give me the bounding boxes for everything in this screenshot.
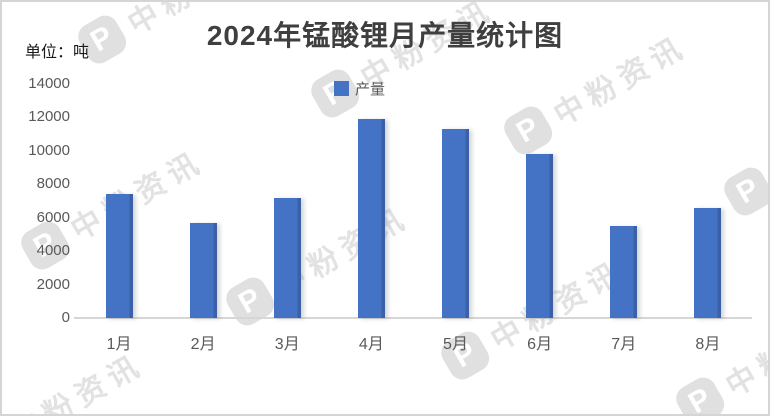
bar-3月	[273, 197, 301, 318]
chart-title: 2024年锰酸锂月产量统计图	[206, 20, 564, 51]
y-tick-label: 2000	[36, 275, 70, 293]
x-axis-label: 6月	[527, 336, 553, 353]
y-tick-label: 10000	[28, 141, 70, 159]
y-tick-label: 14000	[28, 75, 70, 92]
x-axis-label: 4月	[358, 336, 384, 353]
bar-5月	[442, 129, 470, 318]
x-axis-label: 3月	[274, 336, 300, 353]
unit-label: 单位：吨	[25, 44, 90, 61]
bar-1月	[105, 194, 133, 318]
x-axis-label: 2月	[190, 336, 216, 353]
bar-6月	[526, 154, 554, 318]
x-axis-line	[74, 317, 752, 319]
bar-7月	[610, 226, 638, 318]
x-axis-label: 8月	[695, 336, 721, 353]
y-tick-label: 4000	[36, 242, 70, 260]
y-tick-label: 12000	[28, 108, 70, 126]
x-axis-label: 7月	[611, 336, 637, 353]
y-tick-label: 8000	[36, 175, 70, 193]
x-axis-label: 5月	[443, 336, 468, 353]
y-tick-label: 6000	[36, 208, 70, 226]
bar-8月	[694, 207, 722, 318]
y-tick-label: 0	[61, 309, 70, 326]
bar-4月	[357, 119, 385, 318]
bar-2月	[189, 222, 217, 318]
x-axis-label: 1月	[106, 336, 132, 353]
